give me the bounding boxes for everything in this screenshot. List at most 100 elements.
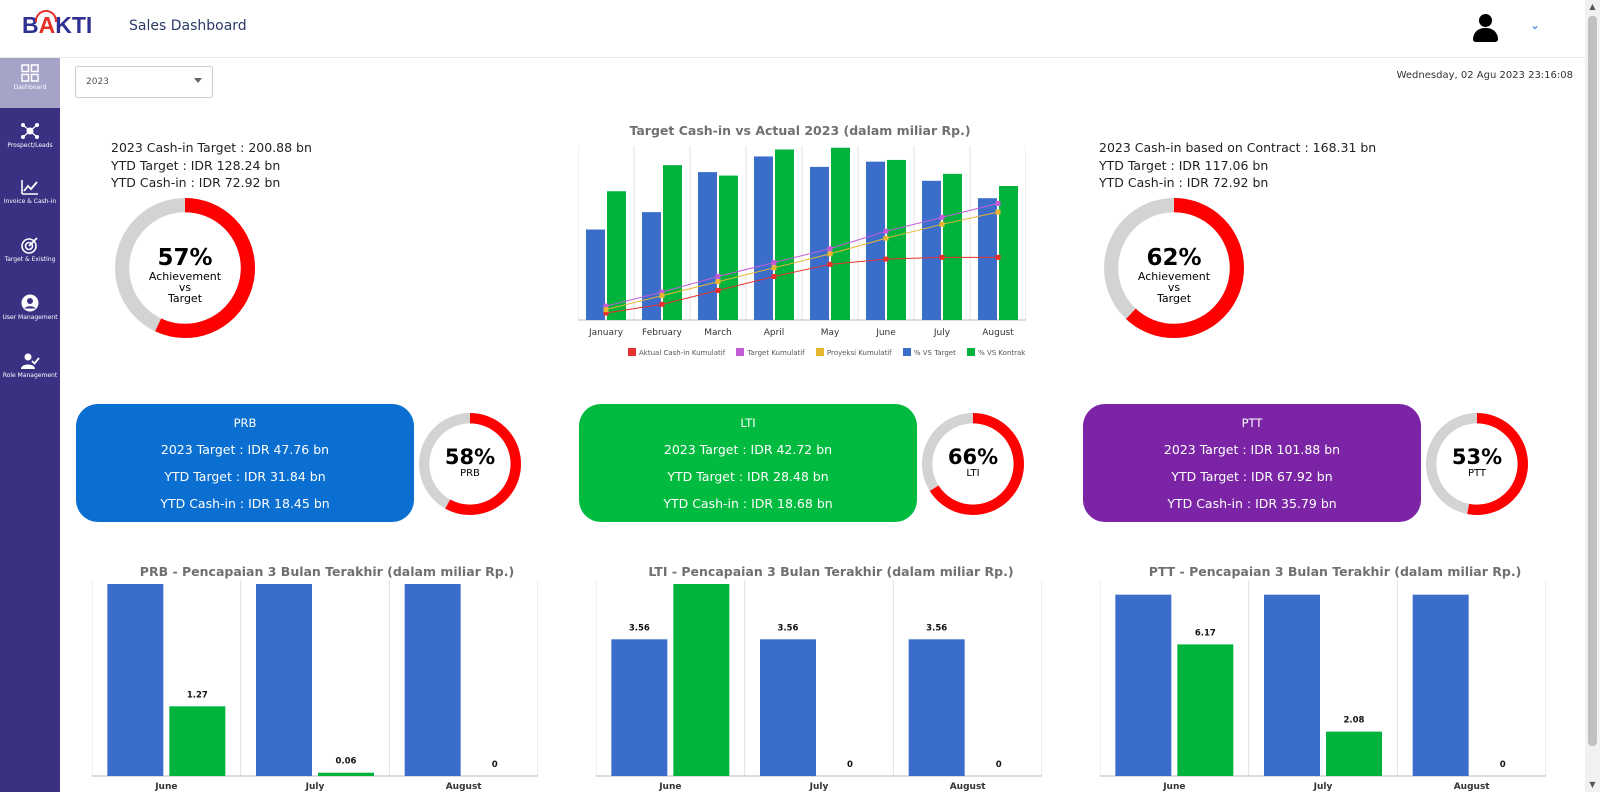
line-point <box>659 301 665 307</box>
sidebar-item-role-management[interactable]: Role Management <box>0 346 60 396</box>
x-tick-label: June <box>875 328 896 338</box>
bar-vs-kontrak <box>663 165 682 320</box>
donut-percentage: 53% <box>1451 445 1503 469</box>
grid-icon <box>20 64 40 82</box>
kpi-line: YTD Cash-in : IDR 72.92 bn <box>1099 175 1269 190</box>
line-point <box>939 221 945 227</box>
donut-percentage: 66% <box>947 445 999 469</box>
bar-vs-kontrak <box>775 149 794 320</box>
bar-vs-kontrak <box>999 186 1018 320</box>
scrollbar[interactable]: ▲ ▼ <box>1585 0 1600 792</box>
data-label: 0.06 <box>336 757 357 767</box>
data-label: 0 <box>492 760 498 770</box>
user-check-icon <box>20 352 40 370</box>
card-line: 2023 Target : IDR 101.88 bn <box>1163 442 1341 457</box>
line-point <box>715 279 721 285</box>
line-point <box>827 251 833 257</box>
donut-progress-arc <box>114 197 256 339</box>
x-tick-label: August <box>1454 782 1491 792</box>
prb-card[interactable]: PRB 2023 Target : IDR 47.76 bn YTD Targe… <box>76 404 414 522</box>
card-line: YTD Target : IDR 31.84 bn <box>164 469 326 484</box>
ptt-donut <box>1426 413 1528 515</box>
line-point <box>995 209 1001 215</box>
kpi-line: 2023 Cash-in Target : 200.88 bn <box>111 140 312 155</box>
year-select-value: 2023 <box>86 77 109 87</box>
network-icon <box>20 122 40 140</box>
kpi-line: YTD Target : IDR 128.24 bn <box>111 157 281 173</box>
user-avatar-icon[interactable] <box>1468 10 1502 44</box>
bar-vs-target <box>586 229 605 320</box>
sidebar-item-prospect-leads[interactable]: Prospect/Leads <box>0 116 60 166</box>
line-point <box>715 287 721 293</box>
left-kpi-text: 2023 Cash-in Target : 200.88 bn YTD Targ… <box>111 139 312 192</box>
main-cashin-chart: January February March April May June July Augu… <box>578 146 1026 338</box>
kpi-line: 2023 Cash-in based on Contract : 168.31 … <box>1099 140 1377 155</box>
kpi-line: YTD Target : IDR 117.06 bn <box>1099 157 1269 173</box>
year-select[interactable]: 2023 <box>75 66 213 98</box>
bar <box>404 584 461 776</box>
x-tick-label: July <box>933 328 951 338</box>
bar-vs-target <box>698 172 717 320</box>
x-tick-label: June <box>154 782 177 792</box>
line-point <box>603 303 609 309</box>
sidebar-item-label: Dashboard <box>13 84 47 91</box>
line-point <box>659 293 665 299</box>
line-point <box>883 228 889 234</box>
x-tick-label: January <box>588 328 624 338</box>
bar <box>318 772 374 776</box>
line-point <box>771 260 777 266</box>
x-tick-label: August <box>446 782 483 792</box>
chevron-down-icon[interactable]: ⌄ <box>1530 18 1541 32</box>
left-achievement-donut <box>114 197 256 339</box>
legend-item: % VS Target <box>902 348 956 357</box>
sidebar-item-dashboard[interactable]: Dashboard <box>0 58 60 108</box>
scroll-down-icon[interactable]: ▼ <box>1589 780 1596 789</box>
sidebar-item-label: Invoice & Cash-in <box>3 198 57 205</box>
scroll-thumb[interactable] <box>1588 16 1597 746</box>
lti-donut <box>922 413 1024 515</box>
lti-card[interactable]: LTI 2023 Target : IDR 42.72 bn YTD Targe… <box>579 404 917 522</box>
bar <box>256 584 312 776</box>
data-label: 3.56 <box>778 623 799 633</box>
sidebar-item-invoice-cash-in[interactable]: Invoice & Cash-in <box>0 172 60 222</box>
series-line <box>605 211 999 311</box>
right-kpi-text: 2023 Cash-in based on Contract : 168.31 … <box>1099 139 1376 192</box>
bar-vs-kontrak <box>831 147 850 320</box>
scroll-up-icon[interactable]: ▲ <box>1589 2 1596 11</box>
chart-up-icon <box>20 178 40 196</box>
line-point <box>883 256 889 262</box>
donut-subtext: vs <box>178 281 192 294</box>
bar-vs-target <box>922 180 941 320</box>
data-label: 0 <box>996 760 1002 770</box>
bar <box>1412 594 1469 776</box>
sidebar-item-label: Target & Existing <box>4 256 56 263</box>
sidebar: Dashboard Prospect/Leads Invoice & Cash-… <box>0 58 60 792</box>
bakti-logo[interactable]: BAKTI <box>22 12 93 38</box>
legend-item: % VS Kontrak <box>967 348 1025 357</box>
line-point <box>883 235 889 241</box>
bar-vs-target <box>978 198 997 320</box>
ptt-card[interactable]: PTT 2023 Target : IDR 101.88 bn YTD Targ… <box>1083 404 1421 522</box>
data-label: 3.56 <box>926 623 947 633</box>
bar <box>908 639 965 776</box>
donut-progress-arc <box>922 413 1024 515</box>
donut-progress-arc <box>419 413 521 515</box>
sidebar-item-target-existing[interactable]: Target & Existing <box>0 230 60 280</box>
line-point <box>771 274 777 279</box>
donut-progress-arc <box>1426 413 1528 515</box>
bar <box>107 584 164 776</box>
bar <box>1264 594 1320 776</box>
line-point <box>995 254 1001 260</box>
user-circle-icon <box>20 294 40 312</box>
card-line: YTD Target : IDR 67.92 bn <box>1171 469 1333 484</box>
card-line: YTD Cash-in : IDR 18.45 bn <box>160 496 330 511</box>
ptt-chart-title: PTT - Pencapaian 3 Bulan Terakhir (dalam… <box>1148 564 1522 579</box>
sidebar-item-label: Prospect/Leads <box>7 142 53 149</box>
bar <box>169 706 226 776</box>
line-point <box>827 246 833 252</box>
donut-subtext: Achievement <box>1137 270 1211 283</box>
sidebar-item-user-management[interactable]: User Management <box>0 288 60 338</box>
data-label: 2.08 <box>1344 716 1365 726</box>
legend-item: Proyeksi Kumulatif <box>815 348 892 357</box>
donut-subtext: Target <box>1156 292 1192 305</box>
